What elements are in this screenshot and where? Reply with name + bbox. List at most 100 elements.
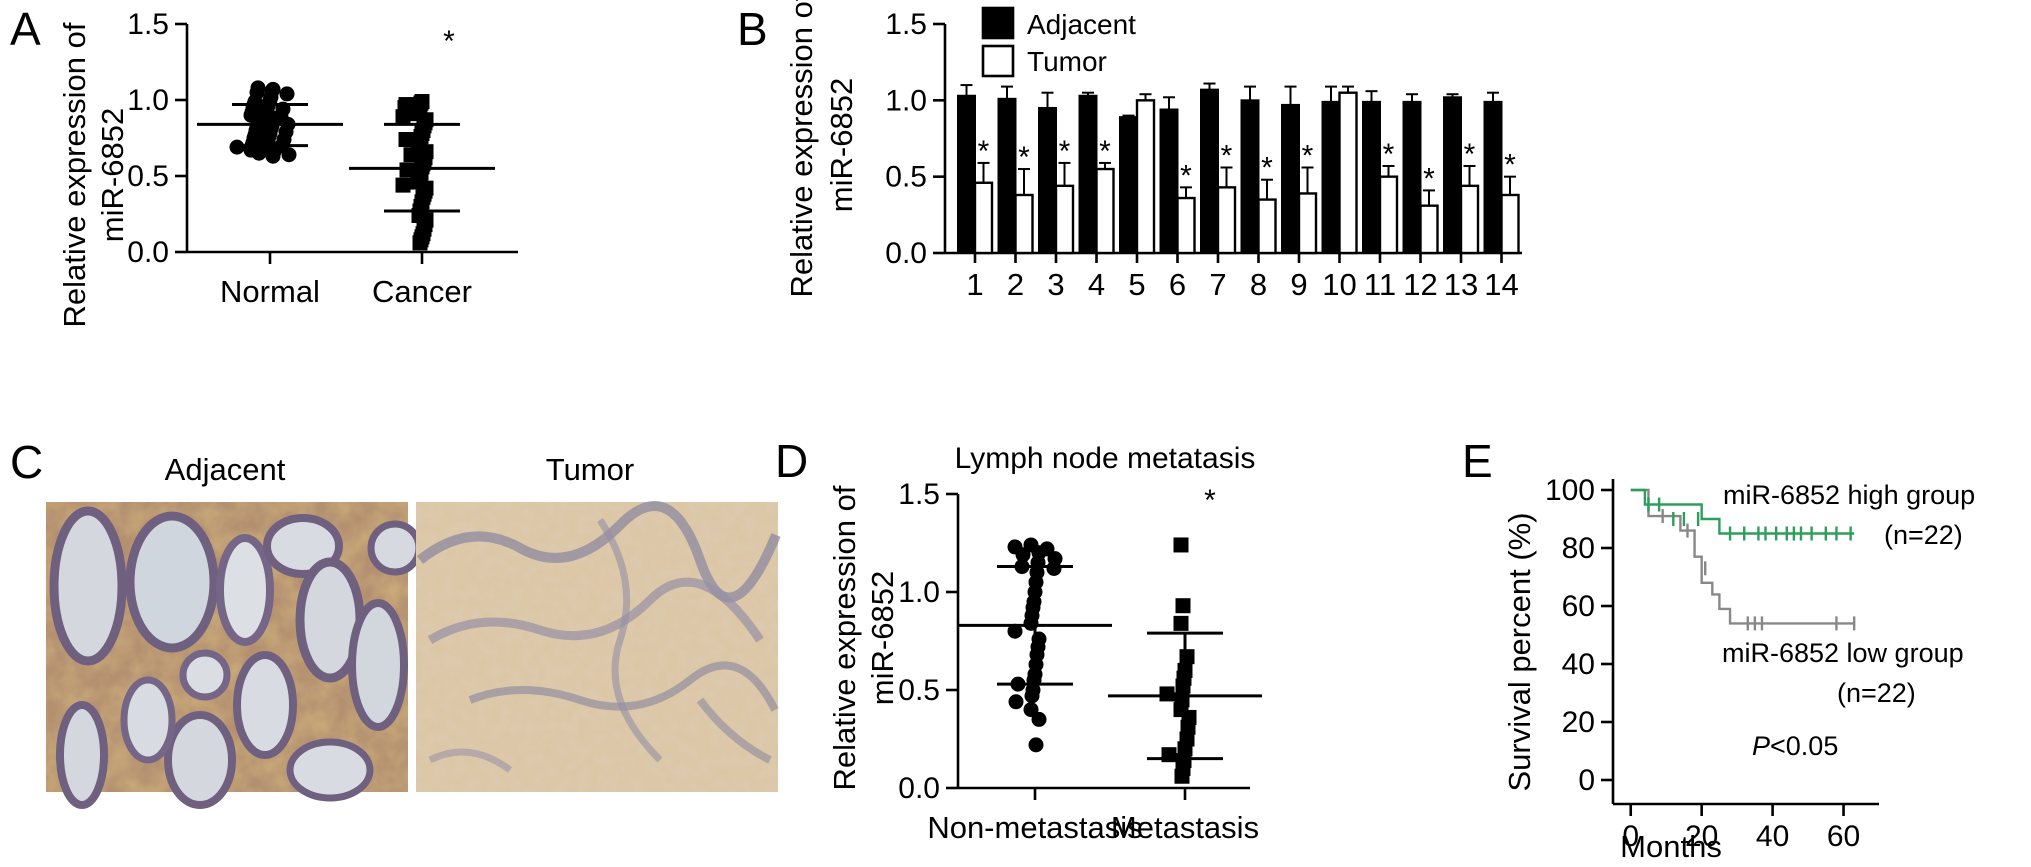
- legend-label-tumor: Tumor: [1027, 46, 1107, 77]
- panel-a-y-axis-label: Relative expression of miR-6852: [57, 22, 130, 327]
- bar-tumor: [1459, 184, 1480, 255]
- y-tick-label: 0.0: [898, 772, 940, 805]
- high-group-label: miR-6852 high group: [1723, 480, 1975, 510]
- x-tick-label: 0: [1622, 820, 1639, 853]
- bar-adjacent: [1240, 99, 1260, 255]
- bar-tumor: [1419, 204, 1439, 255]
- data-point: [395, 109, 411, 125]
- high-group-n: (n=22): [1884, 520, 1963, 550]
- y-tick-label: 40: [1562, 648, 1595, 681]
- data-point: [1046, 560, 1062, 576]
- panel-b: B Relative expression of miR-6852 0.0 0.5…: [737, 0, 1522, 302]
- bar-adjacent: [1200, 88, 1219, 254]
- survival-curve: [1630, 488, 1855, 535]
- p-value-rest: <0.05: [1770, 731, 1838, 761]
- y-tick-label: 60: [1562, 590, 1595, 623]
- x-category-label: 6: [1169, 267, 1186, 302]
- significance-star: *: [443, 25, 455, 58]
- data-point: [403, 147, 419, 163]
- y-tick-label: 0.0: [127, 236, 169, 269]
- panel-letter-d: D: [775, 435, 808, 487]
- y-tick-label: 1.0: [898, 576, 940, 609]
- x-category-label: 5: [1128, 267, 1145, 302]
- data-point: [229, 139, 245, 155]
- x-category-label: Cancer: [372, 274, 472, 309]
- data-point: [399, 162, 415, 178]
- bar-tumor: [973, 181, 994, 255]
- significance-star: *: [1099, 135, 1111, 168]
- panel-d-y-axis-label-line2: miR-6852: [865, 571, 900, 705]
- x-category-label: 14: [1484, 267, 1518, 302]
- panel-a-y-axis-label-line2: miR-6852: [95, 108, 130, 242]
- x-tick-label: 20: [1685, 820, 1718, 853]
- data-point: [265, 148, 281, 164]
- x-category-label: Non-metastasis: [927, 810, 1142, 845]
- micrograph-tumor: [416, 501, 781, 792]
- panel-b-y-axis-label-line1: Relative expression of: [784, 0, 819, 298]
- x-category-label: 11: [1364, 267, 1396, 302]
- y-tick-label: 80: [1562, 532, 1595, 565]
- panel-a-y-axis-label-line1: Relative expression of: [57, 22, 92, 327]
- x-category-label: 2: [1007, 267, 1024, 302]
- significance-star: *: [1059, 135, 1071, 168]
- x-category-label: Metastasis: [1111, 810, 1259, 845]
- y-tick-label: 0.0: [885, 237, 927, 270]
- y-tick-label: 1.0: [885, 84, 927, 117]
- data-point: [1015, 547, 1031, 563]
- low-group-label: miR-6852 low group: [1722, 638, 1964, 668]
- y-tick-label: 0.5: [885, 161, 927, 194]
- y-tick-label: 20: [1562, 706, 1595, 739]
- panel-letter-c: C: [10, 436, 43, 488]
- significance-star: *: [1383, 138, 1395, 171]
- legend-label-adjacent: Adjacent: [1027, 9, 1136, 40]
- bar-adjacent: [1281, 103, 1300, 254]
- data-point: [1175, 598, 1191, 614]
- panel-letter-a: A: [10, 3, 41, 55]
- x-category-label: Normal: [220, 274, 320, 309]
- panel-d-y-axis-label-line1: Relative expression of: [827, 485, 862, 790]
- data-point: [279, 86, 295, 102]
- panel-d-y-axis-label: Relative expression of miR-6852: [827, 485, 900, 790]
- panel-e: E Survival percent (%) Months 0 20 40 60 80 1…: [1462, 435, 1975, 864]
- data-point: [1173, 537, 1189, 553]
- bar-tumor: [1216, 186, 1237, 255]
- panel-d-title: Lymph node metatasis: [955, 442, 1256, 475]
- data-point: [1159, 686, 1175, 702]
- bar-tumor: [1014, 193, 1034, 255]
- panel-e-x-axis-label: Months: [1620, 829, 1722, 864]
- data-point: [1174, 768, 1190, 784]
- panel-e-y-axis-label: Survival percent (%): [1502, 512, 1537, 791]
- y-tick-label: 1.5: [127, 8, 169, 41]
- y-tick-label: 100: [1545, 474, 1595, 507]
- data-point: [251, 145, 267, 161]
- significance-star: *: [1423, 162, 1435, 195]
- bar-tumor: [1297, 192, 1318, 255]
- panel-b-plot: 0.0 0.5 1.0 1.5 * 1 * 2 * 3 * 4 5 * 6 * 7 * 8 * 9 10 * 11 * 12 * 13…: [885, 8, 1522, 302]
- x-category-label: 4: [1088, 267, 1105, 302]
- data-point: [281, 147, 297, 163]
- panel-c: C Adjacent Tumor: [10, 436, 781, 809]
- significance-star: *: [1504, 149, 1516, 182]
- panel-b-y-axis-label-line2: miR-6852: [824, 78, 859, 212]
- bar-tumor: [1135, 99, 1156, 255]
- significance-star: *: [1204, 484, 1216, 517]
- panel-a: A Relative expression of miR-6852 0.0 0.5…: [10, 3, 518, 328]
- significance-star: *: [1464, 138, 1476, 171]
- x-category-label: 9: [1290, 267, 1307, 302]
- data-point: [1008, 694, 1024, 710]
- data-point: [1024, 688, 1040, 704]
- panel-e-plot: 0 20 40 60 80 100 0 20 40 60: [1545, 474, 1879, 853]
- bar-adjacent: [1038, 106, 1057, 255]
- x-tick-label: 60: [1827, 820, 1860, 853]
- bar-adjacent: [957, 94, 976, 255]
- micrograph-adjacent: [46, 502, 423, 809]
- significance-star: *: [1180, 159, 1192, 192]
- low-group-n: (n=22): [1837, 678, 1916, 708]
- panel-letter-b: B: [737, 3, 768, 55]
- survival-curve: [1630, 488, 1855, 625]
- significance-star: *: [1261, 152, 1273, 185]
- x-category-label: 7: [1209, 267, 1226, 302]
- p-value-italic: P: [1752, 731, 1770, 761]
- panel-d: D Lymph node metatasis Relative expressi…: [775, 435, 1262, 845]
